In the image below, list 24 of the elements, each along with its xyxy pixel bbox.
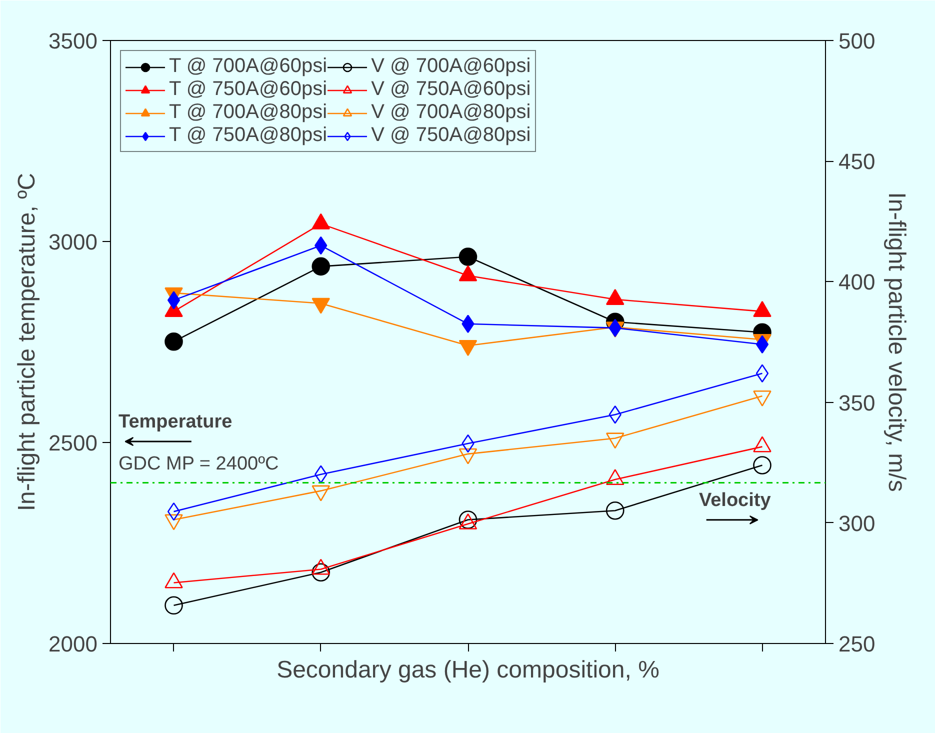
legend-label: T @ 750A@60psi [169,78,328,101]
ref-line-label: GDC MP = 2400ºC [118,454,279,475]
legend-label: V @ 750A@80psi [371,124,531,147]
y2-tick-label: 400 [838,270,876,295]
annotation: Temperature [118,411,232,432]
legend-label: V @ 700A@60psi [371,55,531,78]
y2-tick-label: 250 [838,632,876,656]
legend-label: T @ 700A@80psi [169,101,328,124]
y2-tick-label: 500 [838,28,876,54]
y2-tick-label: 450 [838,149,876,174]
y2-tick-label: 350 [838,390,876,416]
y-tick-label: 3500 [48,28,98,54]
annotation: Velocity [698,490,772,511]
x-axis-title: Secondary gas (He) composition, % [276,656,660,684]
y-tick-label: 2500 [48,430,98,456]
legend-label: T @ 750A@80psi [169,124,328,147]
y-tick-label: 3000 [48,230,98,254]
y2-axis-title: In-flight particle velocity, m/s [883,192,910,492]
y2-tick-label: 300 [838,510,876,536]
legend-label: V @ 750A@60psi [371,78,531,101]
legend-label: V @ 700A@80psi [371,101,531,124]
y-axis-title: In-flight particle temperature, ºC [14,172,41,512]
legend-label: T @ 700A@60psi [169,55,328,78]
y-tick-label: 2000 [48,632,98,656]
